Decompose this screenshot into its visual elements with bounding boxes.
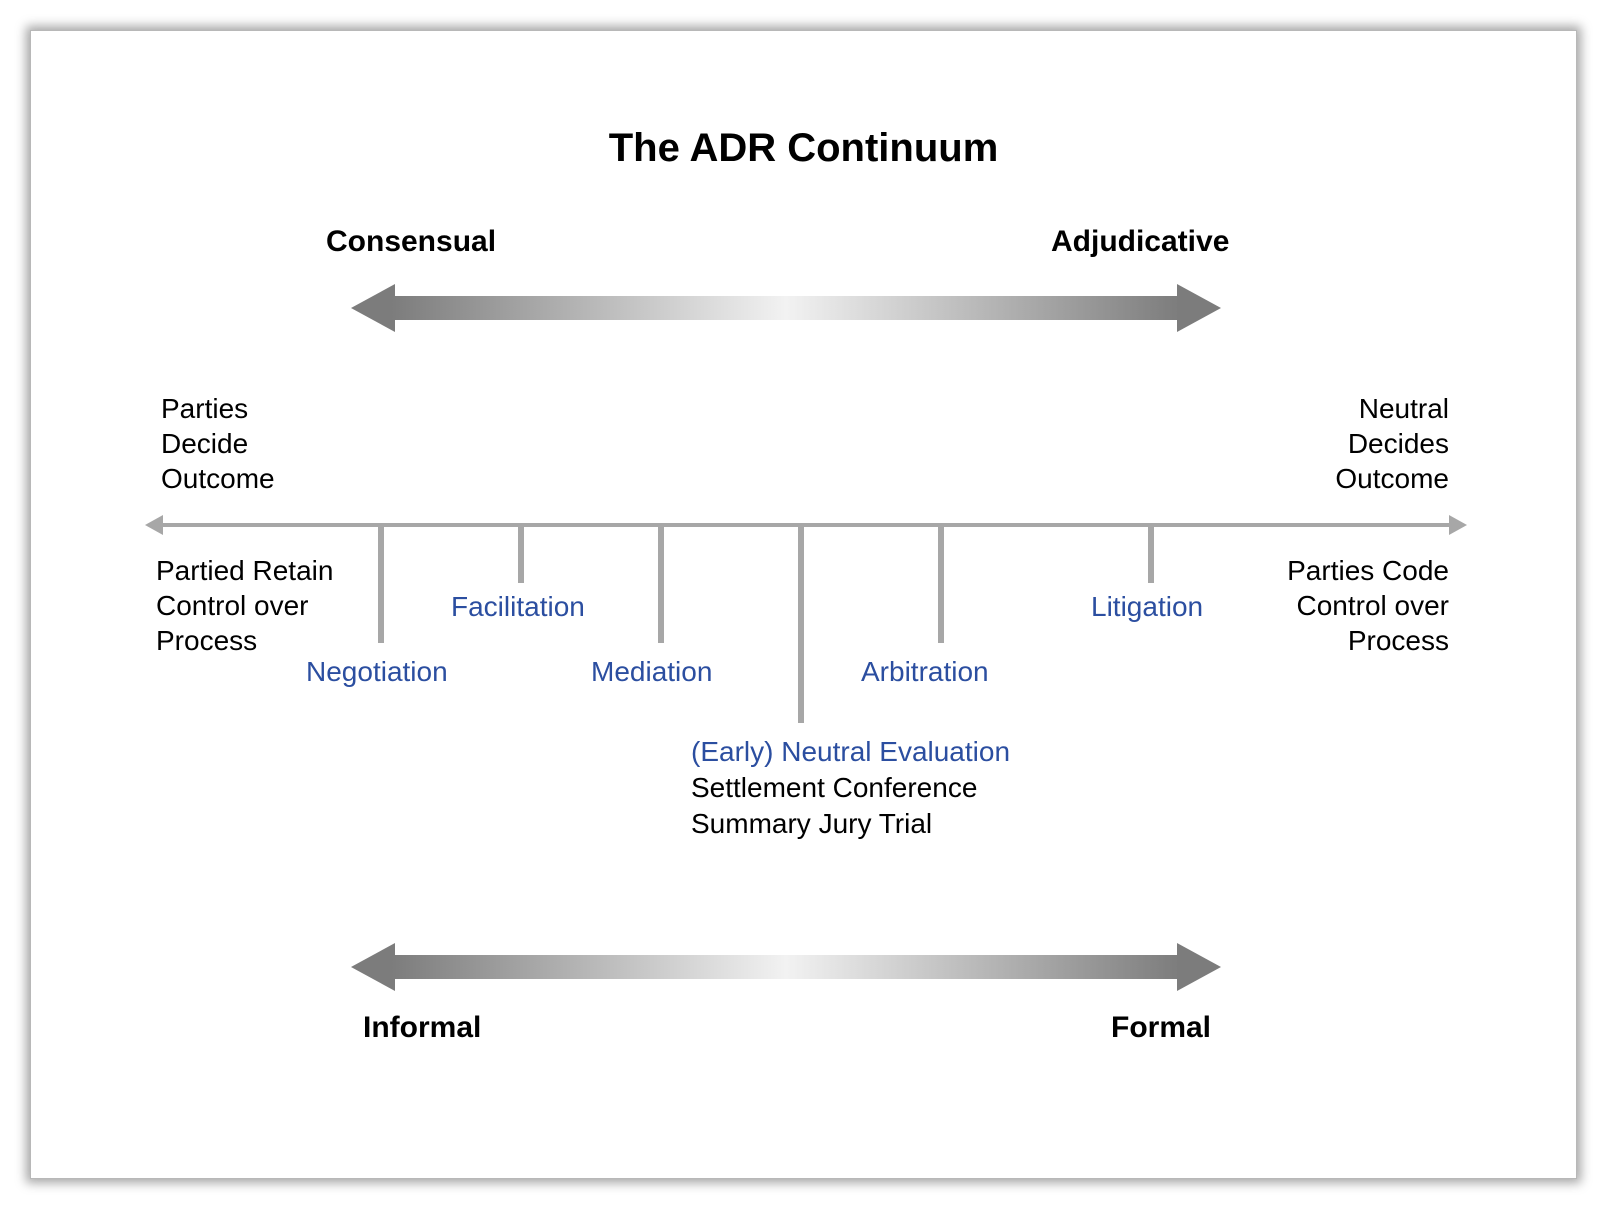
- axis-arrowhead-right-icon: [1449, 515, 1467, 535]
- diagram-canvas: The ADR Continuum Consensual Adjudicativ…: [31, 31, 1576, 1178]
- method-label: Arbitration: [861, 656, 989, 688]
- side-label-bottom-right: Parties CodeControl overProcess: [1287, 553, 1449, 658]
- method-label: Litigation: [1091, 591, 1203, 623]
- side-label-line: Process: [156, 623, 333, 658]
- axis-arrowhead-left-icon: [145, 515, 163, 535]
- arrowhead-left-icon: [351, 284, 395, 332]
- side-label-line: Neutral: [1335, 391, 1449, 426]
- continuum-axis: [161, 523, 1451, 527]
- method-subline: Summary Jury Trial: [691, 806, 977, 842]
- diagram-title: The ADR Continuum: [31, 126, 1576, 171]
- bottom-double-arrow: [351, 949, 1221, 985]
- page: The ADR Continuum Consensual Adjudicativ…: [0, 0, 1607, 1209]
- method-subline: Settlement Conference: [691, 770, 977, 806]
- method-label: Mediation: [591, 656, 712, 688]
- bottom-right-label: Formal: [1111, 1011, 1211, 1045]
- side-label-line: Control over: [1287, 588, 1449, 623]
- axis-tick: [378, 523, 384, 643]
- side-label-line: Parties: [161, 391, 275, 426]
- method-sublabel: Settlement ConferenceSummary Jury Trial: [691, 770, 977, 843]
- method-label: Negotiation: [306, 656, 448, 688]
- side-label-line: Partied Retain: [156, 553, 333, 588]
- side-label-line: Process: [1287, 623, 1449, 658]
- bottom-left-label: Informal: [363, 1011, 481, 1045]
- arrow-shaft: [391, 296, 1181, 320]
- method-label: (Early) Neutral Evaluation: [691, 736, 1010, 768]
- side-label-line: Outcome: [1335, 461, 1449, 496]
- top-double-arrow: [351, 290, 1221, 326]
- side-label-line: Decides: [1335, 426, 1449, 461]
- diagram-frame: The ADR Continuum Consensual Adjudicativ…: [30, 30, 1577, 1179]
- arrowhead-right-icon: [1177, 284, 1221, 332]
- top-left-label: Consensual: [326, 225, 496, 259]
- axis-tick: [938, 523, 944, 643]
- side-label-top-left: PartiesDecideOutcome: [161, 391, 275, 496]
- axis-tick: [518, 523, 524, 583]
- axis-tick: [658, 523, 664, 643]
- arrow-shaft: [391, 955, 1181, 979]
- side-label-bottom-left: Partied RetainControl overProcess: [156, 553, 333, 658]
- axis-tick: [798, 523, 804, 723]
- side-label-line: Decide: [161, 426, 275, 461]
- side-label-line: Parties Code: [1287, 553, 1449, 588]
- side-label-line: Outcome: [161, 461, 275, 496]
- axis-tick: [1148, 523, 1154, 583]
- side-label-top-right: NeutralDecidesOutcome: [1335, 391, 1449, 496]
- arrowhead-left-icon: [351, 943, 395, 991]
- top-right-label: Adjudicative: [1051, 225, 1229, 259]
- arrowhead-right-icon: [1177, 943, 1221, 991]
- method-label: Facilitation: [451, 591, 585, 623]
- side-label-line: Control over: [156, 588, 333, 623]
